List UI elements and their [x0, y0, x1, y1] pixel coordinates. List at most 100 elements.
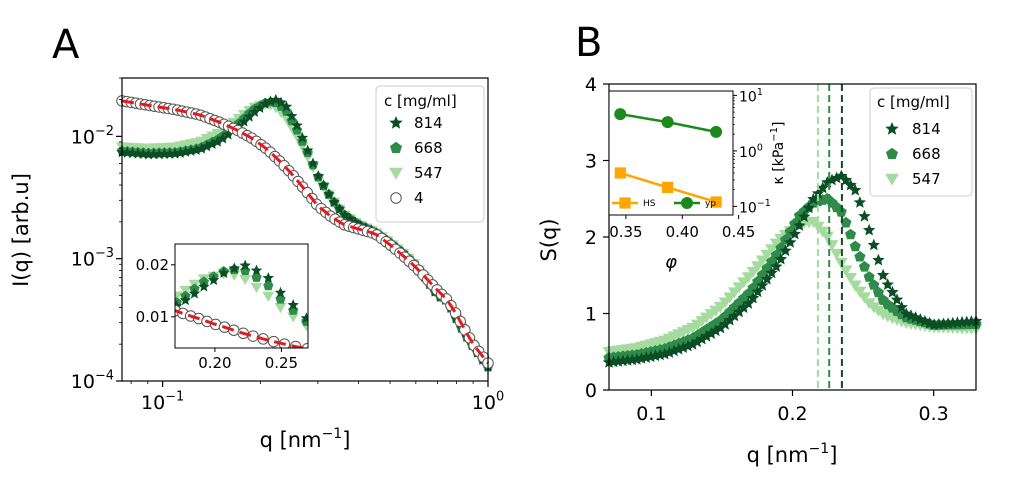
- b-legend-547-marker: [885, 173, 899, 186]
- a-inset-547-marker: [250, 282, 263, 294]
- a-inset-547-marker: [239, 274, 252, 286]
- a-inset-814-marker: [262, 272, 274, 283]
- b-814-marker: [886, 285, 899, 298]
- b-668-marker: [840, 216, 852, 228]
- b-814-marker: [839, 173, 853, 186]
- b-814-marker: [709, 324, 722, 337]
- a-814-marker: [254, 102, 266, 113]
- a-inset-814-marker: [198, 280, 210, 292]
- b-814-marker: [714, 321, 727, 334]
- b-inset-yp-marker: [614, 108, 627, 121]
- b-814-marker: [681, 339, 695, 352]
- b-814-marker: [784, 236, 797, 248]
- a-inset-y-tick-label: 0.01: [136, 308, 169, 326]
- b-814-marker: [723, 313, 736, 326]
- b-814-marker: [881, 278, 894, 290]
- a-814-marker: [190, 144, 202, 155]
- panel-a-inset-ticks: 0.20 0.25 0.01 0.02: [136, 256, 299, 372]
- a-y-tick-label: 10−3: [71, 246, 114, 271]
- b-y-tick-label: 0: [585, 380, 597, 402]
- b-814-marker: [728, 309, 741, 322]
- panel-b-x-axis-label-end: ]: [829, 443, 837, 467]
- panel-b-inset-y-label: κ [kPa−1]: [769, 122, 787, 185]
- b-668-marker: [849, 240, 861, 252]
- b-547-marker: [830, 248, 844, 260]
- a-y-tick-label-exp: −2: [95, 124, 114, 139]
- b-legend-547-label: 547: [912, 170, 941, 188]
- a-x-tick-label-exp: −1: [165, 389, 184, 404]
- b-668-marker: [868, 279, 880, 290]
- a-x-tick-label-base: 10: [141, 392, 165, 414]
- b-814-marker: [816, 181, 829, 194]
- panel-b-x-axis-label: q [nm−1]: [747, 441, 838, 467]
- b-547-marker: [839, 265, 853, 277]
- b-inset-legend-HS-label: HS: [643, 199, 656, 209]
- a-814-marker: [291, 119, 303, 131]
- b-814-marker: [858, 209, 871, 222]
- b-814-marker: [765, 266, 778, 279]
- a-y-tick-label: 10−4: [71, 368, 114, 393]
- panel-a-inset: 0.20 0.25 0.01 0.02: [136, 243, 309, 372]
- a-legend-547-label: 547: [414, 164, 443, 182]
- b-inset-y-tick-label-exp: 1: [757, 87, 763, 98]
- b-547-marker: [844, 272, 858, 285]
- a-y-tick-label-base: 10: [71, 249, 95, 271]
- panel-a-x-axis-label: q [nm−1]: [260, 426, 351, 452]
- panel-a-legend: c [mg/ml] 814 668 547 4: [375, 85, 485, 223]
- b-814-marker: [876, 268, 890, 281]
- panel-a-inset-frame: [174, 243, 309, 349]
- b-814-marker: [746, 291, 760, 304]
- a-814-marker: [217, 132, 229, 144]
- b-inset-y-tick-label-base: 10: [739, 200, 757, 216]
- a-814-marker: [286, 110, 298, 121]
- a-inset-547-marker: [274, 302, 287, 314]
- b-814-marker: [867, 238, 880, 251]
- a-legend-4-label: 4: [414, 189, 424, 207]
- panel-b-inset-y-label-end: ]: [771, 122, 787, 127]
- a-814-marker: [195, 142, 208, 154]
- a-inset-547-marker: [287, 312, 300, 323]
- a-inset-814-marker: [218, 267, 230, 278]
- panel-a-inset-marks: [175, 259, 308, 348]
- b-814-marker: [760, 272, 774, 285]
- b-inset-yp-marker: [661, 116, 674, 129]
- a-814-marker: [211, 135, 224, 147]
- a-814-marker: [259, 98, 271, 109]
- panel-b-legend-items: 814 668 547: [885, 120, 941, 188]
- b-668-marker: [863, 271, 875, 282]
- b-x-tick-label: 0.3: [919, 403, 949, 425]
- a-814-marker: [328, 196, 340, 208]
- b-inset-legend-HS-marker: [619, 197, 631, 209]
- b-814-marker: [672, 342, 685, 355]
- b-legend-668-label: 668: [912, 145, 941, 163]
- b-814-marker: [742, 297, 755, 309]
- b-y-tick-label: 1: [585, 304, 597, 326]
- panel-a-plot-frame: [121, 77, 489, 382]
- a-inset-814-marker: [300, 312, 308, 324]
- a-inset-814-marker: [250, 264, 263, 276]
- b-814-marker: [863, 223, 876, 236]
- a-814-marker: [238, 115, 250, 127]
- a-814-marker: [174, 147, 187, 158]
- panel-a-x-axis-label-end: ]: [342, 428, 350, 452]
- panel-a-ticks: 10−410−310−210−1 100: [71, 77, 504, 414]
- b-inset-legend-yp-marker: [681, 197, 693, 209]
- a-814-marker: [185, 145, 197, 156]
- panel-a-legend-title: c [mg/ml]: [384, 92, 457, 110]
- a-814-marker: [222, 128, 234, 140]
- b-814-marker: [830, 171, 843, 184]
- a-y-tick-label-exp: −4: [95, 368, 114, 383]
- b-inset-x-tick-label: 0.40: [666, 223, 699, 241]
- b-814-marker: [797, 210, 811, 223]
- panel-b-inset-marks: [614, 108, 723, 208]
- b-inset-x-tick-label: 0.45: [722, 223, 755, 241]
- b-inset-yp-marker: [710, 125, 723, 138]
- a-814-marker: [243, 110, 255, 122]
- b-inset-y-tick-label-base: 10: [739, 89, 757, 105]
- panel-b-x-axis-label-sup: −1: [809, 441, 830, 457]
- b-inset-y-tick-label: 100: [739, 143, 763, 161]
- b-814-marker: [663, 346, 676, 358]
